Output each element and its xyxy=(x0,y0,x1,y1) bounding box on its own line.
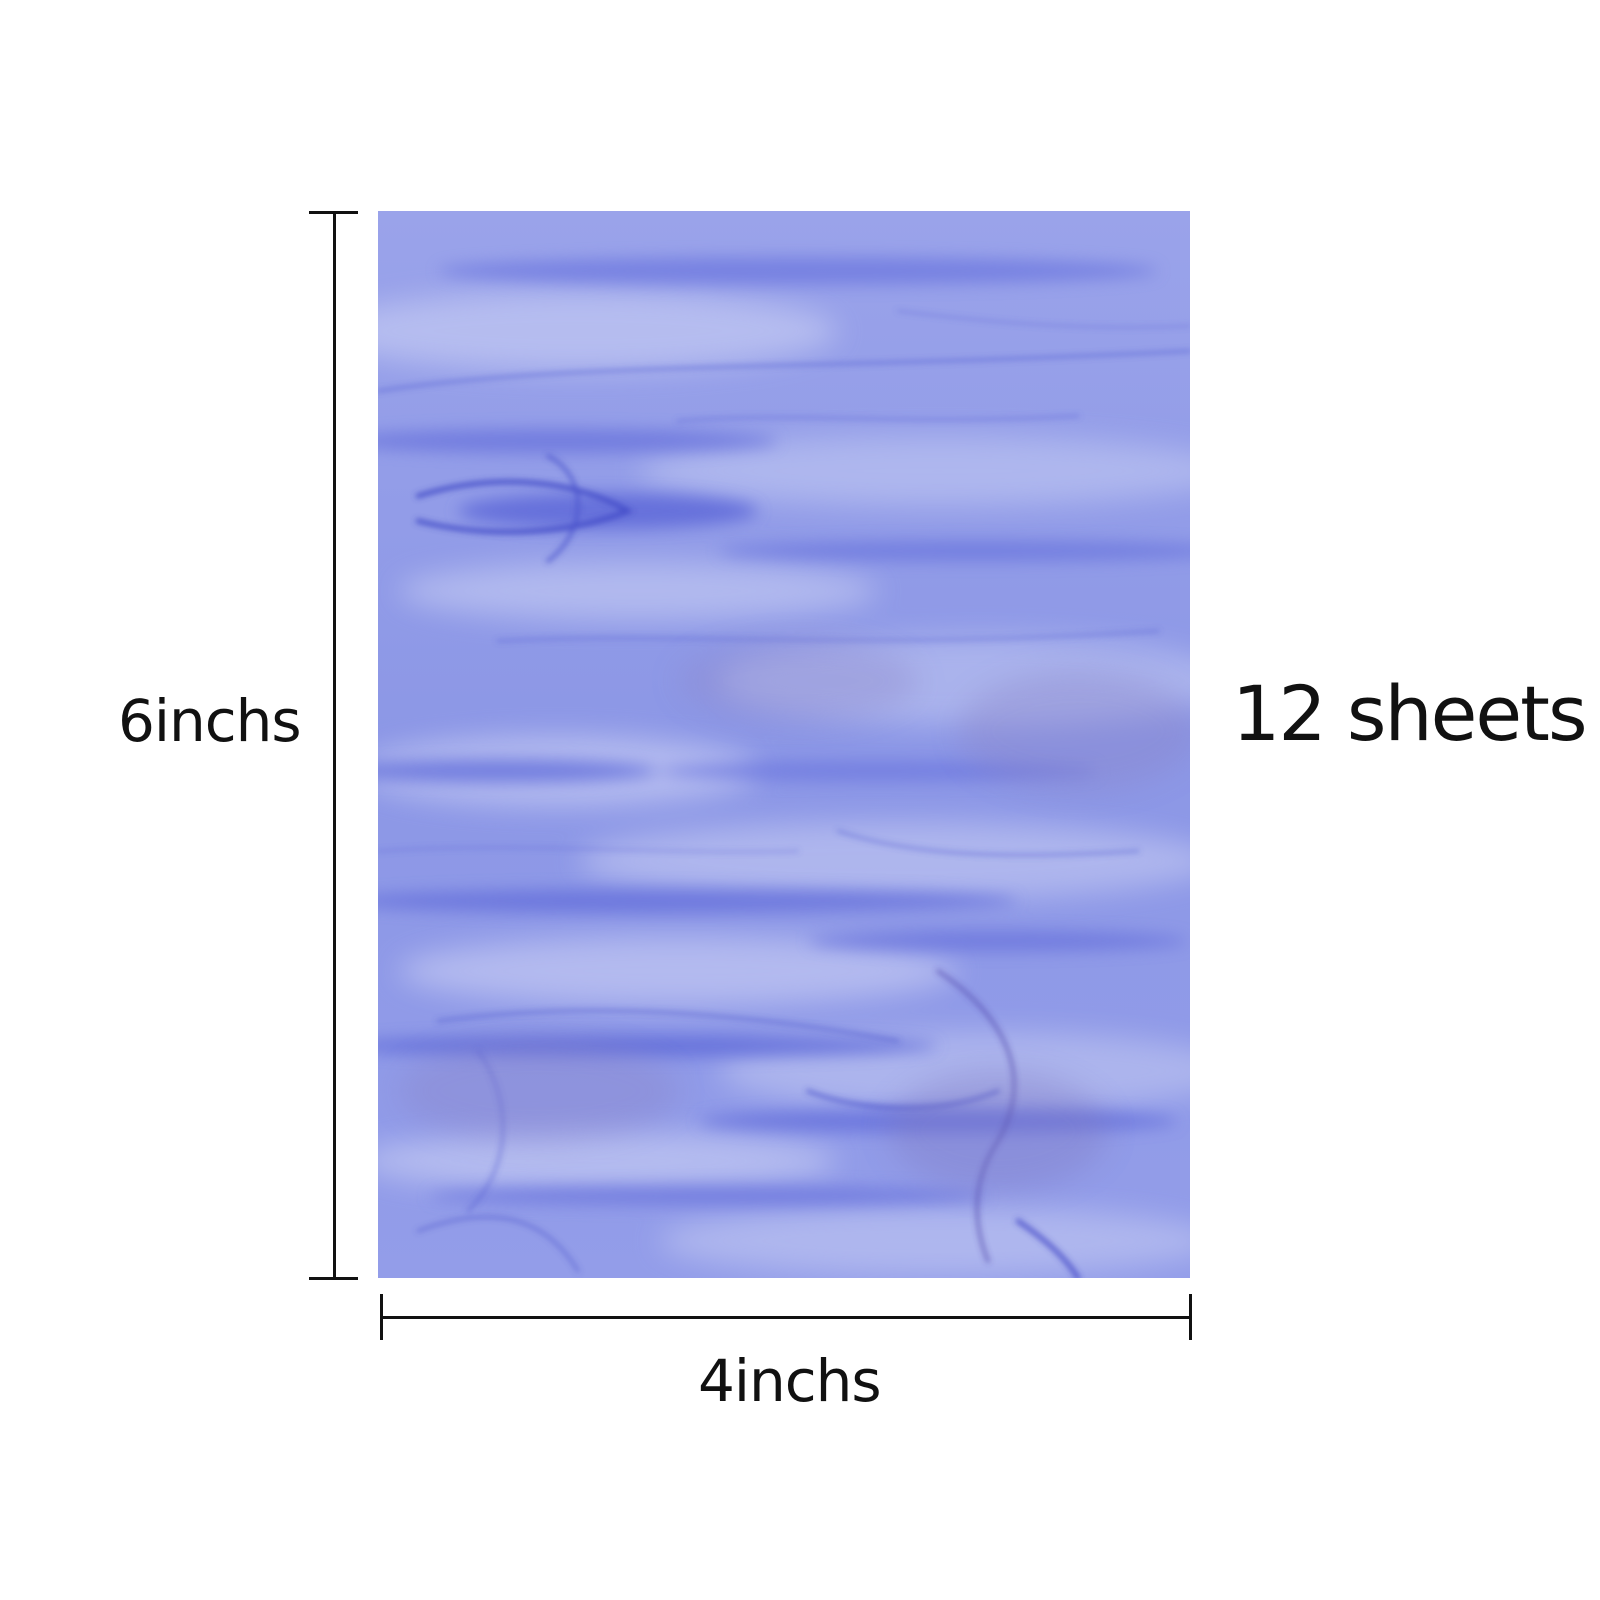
height-label: 6inchs xyxy=(118,687,302,755)
width-dimension-line xyxy=(380,1316,1192,1319)
sheet-count-label: 12 sheets xyxy=(1232,669,1588,758)
width-label: 4inchs xyxy=(698,1347,882,1415)
width-dimension-right-tick xyxy=(1189,1294,1192,1340)
height-dimension-top-tick xyxy=(309,211,358,214)
width-dimension-left-tick xyxy=(380,1294,383,1340)
height-dimension-line xyxy=(333,211,336,1280)
glass-sheet-image xyxy=(378,211,1190,1278)
height-dimension-bottom-tick xyxy=(309,1277,358,1280)
